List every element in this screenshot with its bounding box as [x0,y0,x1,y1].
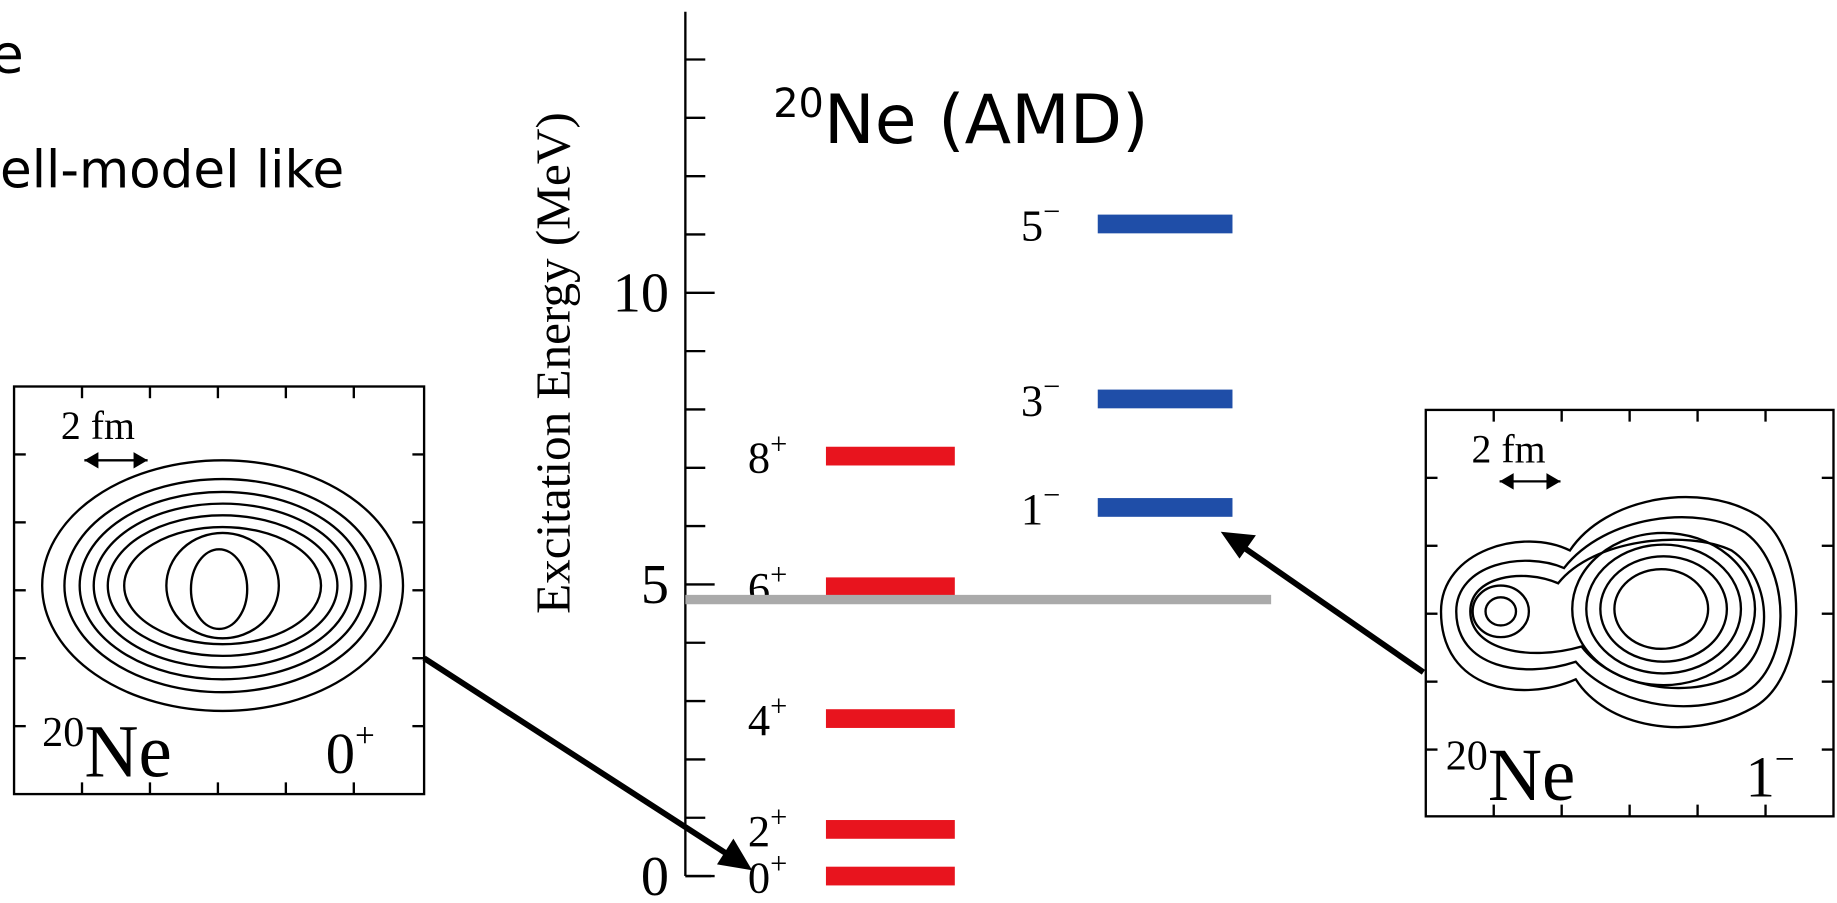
spin: 1 [1021,484,1043,534]
level-label: 2+ [748,800,787,856]
level [825,866,955,886]
nucleus: Ne [84,711,171,794]
parity: + [770,557,787,591]
slide-text: e [0,23,24,86]
level-label: 6+ [748,557,787,613]
level [1097,214,1233,234]
scale-label: 2 fm [1471,428,1545,472]
spin: 6 [748,563,770,613]
level-label: 5− [1021,195,1060,251]
parity: + [770,847,787,881]
nucleus-label: 20Ne [1446,732,1576,816]
parity: − [1043,478,1060,512]
chart-title: 20Ne (AMD) [773,81,1148,160]
parity: + [355,716,375,755]
level [825,820,955,839]
parity: + [770,689,787,723]
state-label: 0+ [326,716,375,786]
level [825,446,955,466]
mass-number: 20 [1446,732,1488,779]
level-label: 0+ [748,847,787,903]
arrow [1220,531,1426,675]
density-inset [1424,408,1835,818]
y-tick-label: 0 [641,846,669,903]
nucleus-label: 20Ne [42,709,172,793]
parity: + [770,800,787,834]
density-inset [12,385,426,796]
level-label: 4+ [748,689,787,745]
parity: + [770,427,787,461]
spin: 0 [748,852,770,902]
level-label: 8+ [748,427,787,483]
y-axis-label: Excitation Energy (MeV) [525,112,580,614]
spin: 0 [326,721,355,786]
level [825,577,955,597]
scale-label: 2 fm [61,404,135,448]
spin: 4 [748,695,770,745]
parity: − [1043,370,1060,404]
parity: − [1775,740,1795,779]
level [1097,389,1233,409]
nucleus: Ne [1488,734,1575,817]
spin: 8 [748,433,770,483]
spin: 2 [748,806,770,856]
slide-text: ell-model like [0,140,344,200]
title-text: Ne (AMD) [824,81,1149,160]
state-label: 1− [1746,740,1795,810]
level [825,709,955,728]
spin: 5 [1021,200,1043,250]
mass-number: 20 [42,709,84,756]
level [1097,498,1233,517]
spin: 1 [1746,744,1775,809]
title-superscript: 20 [773,81,824,127]
spin: 3 [1021,375,1043,425]
level-label: 1− [1021,478,1060,534]
parity: − [1043,195,1060,229]
level-label: 3− [1021,370,1060,426]
y-tick-label: 10 [613,263,669,325]
y-tick-label: 5 [641,554,669,616]
arrow [422,655,753,871]
